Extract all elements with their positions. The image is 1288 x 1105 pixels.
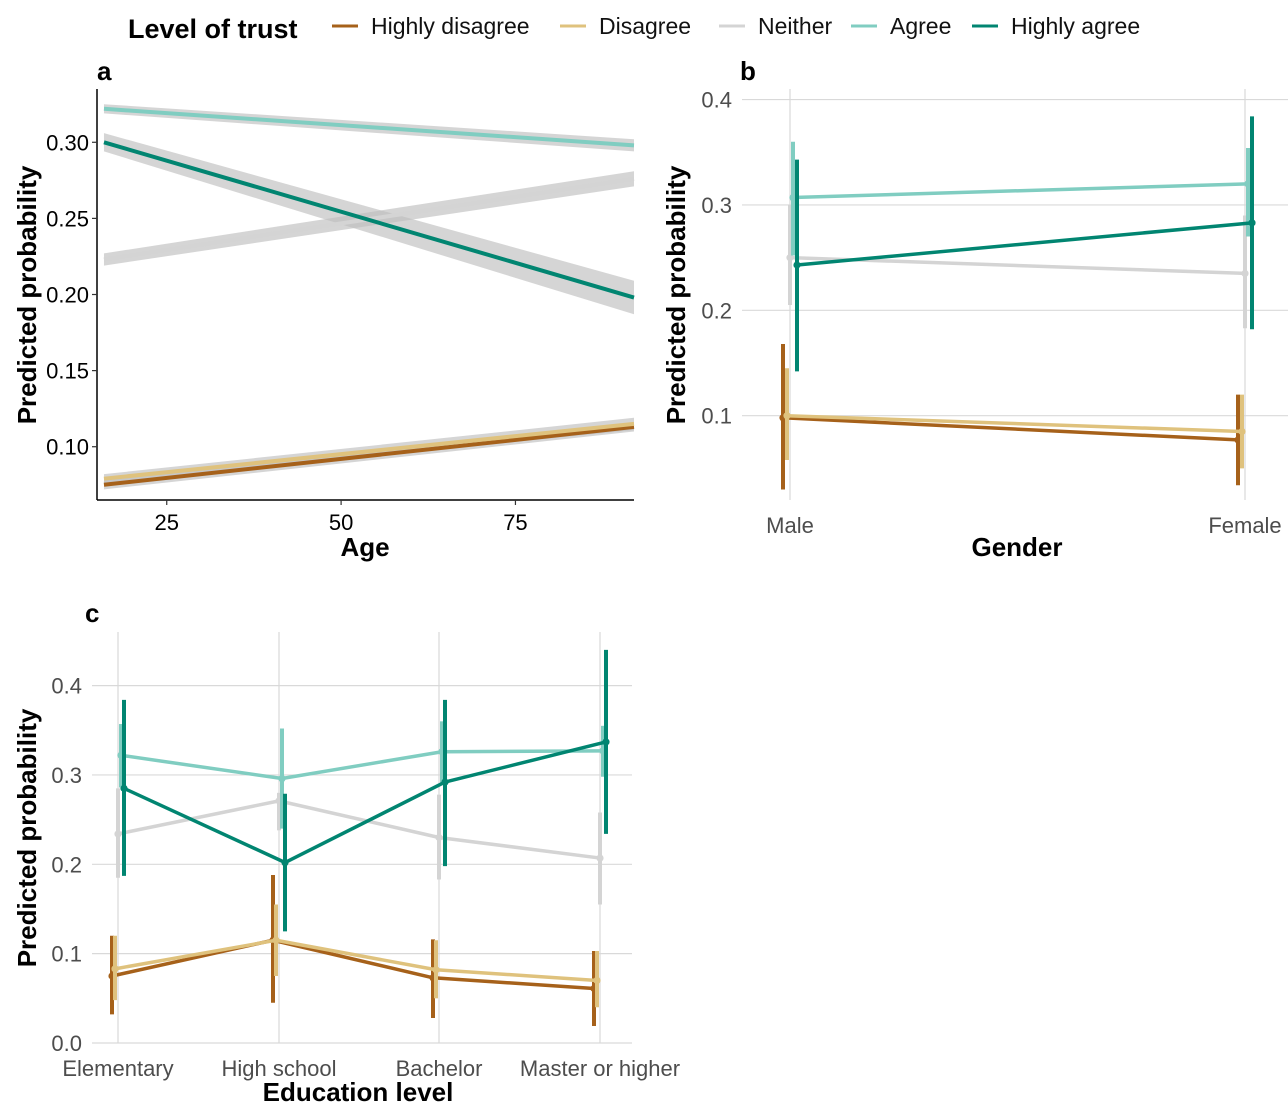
- legend-label-agree: Agree: [890, 13, 951, 39]
- panel-c-line-disagree: [114, 938, 598, 983]
- panel-a-line-disagree: [103, 421, 635, 481]
- panel-b-y-axis-title: Predicted probability: [661, 165, 691, 424]
- panel-b-x-tick-label: Male: [766, 513, 814, 538]
- panel-b-line-agree: [792, 182, 1249, 200]
- panel-b-gender: b 0.1 0.2 0.3 0.4 Male Female Predicted probab…: [661, 56, 1288, 562]
- panel-b-line-disagree: [786, 413, 1243, 434]
- panel-c-point-highly-agree: [281, 858, 289, 867]
- panel-c-point-neither: [596, 854, 604, 862]
- panel-c-point-disagree: [111, 965, 119, 973]
- panel-c-line-agree: [120, 749, 604, 781]
- panel-c-x-axis-title: Education level: [263, 1077, 454, 1105]
- panel-a-y-tick-label: 0.10: [46, 435, 89, 460]
- legend-label-neither: Neither: [758, 13, 832, 39]
- panel-c-point-agree: [278, 774, 286, 783]
- legend-label-highly-agree: Highly agree: [1011, 13, 1140, 39]
- panel-c-x-tick-label: Bachelor: [396, 1056, 483, 1081]
- panel-b-point-neither: [786, 254, 794, 262]
- panel-a-y-tick-label: 0.25: [46, 206, 89, 231]
- panel-b-x-tick-label: Female: [1208, 513, 1281, 538]
- panel-b-line-highly-agree: [796, 221, 1253, 267]
- panel-b-x-axis-title: Gender: [971, 532, 1062, 562]
- panel-c-letter: c: [85, 598, 99, 628]
- panel-c-y-tick-label: 0.1: [51, 942, 82, 967]
- panel-a-y-tick-label: 0.15: [46, 359, 89, 384]
- panel-c-x-tick-label: High school: [222, 1056, 337, 1081]
- panel-b-y-tick-label: 0.3: [701, 193, 732, 218]
- panel-c-line-highly-disagree: [111, 938, 595, 991]
- panel-c-point-disagree: [593, 976, 601, 985]
- panel-a-x-tick-label: 50: [329, 510, 353, 535]
- panel-b-point-agree: [1244, 180, 1252, 188]
- panel-c-y-axis-title: Predicted probability: [12, 708, 42, 967]
- panel-c-point-neither: [435, 833, 443, 842]
- panel-c-point-disagree: [272, 936, 280, 944]
- panel-b-point-disagree: [783, 412, 791, 420]
- panel-c-point-highly-agree: [602, 738, 610, 746]
- panel-b-line-highly-disagree: [782, 416, 1239, 442]
- panel-c-y-tick-label: 0.0: [51, 1031, 82, 1056]
- panel-a-x-tick-label: 75: [503, 510, 527, 535]
- panel-a-x-axis-title: Age: [340, 532, 389, 562]
- panel-b-letter: b: [740, 56, 756, 86]
- panel-c-point-neither: [114, 830, 122, 838]
- panel-b-point-neither: [1241, 269, 1249, 278]
- panel-c-point-highly-agree: [120, 784, 128, 792]
- panel-c-line-highly-agree: [123, 740, 607, 865]
- panel-a-y-tick-label: 0.30: [46, 130, 89, 155]
- panel-a-line-highly-agree: [103, 140, 635, 300]
- panel-a-letter: a: [97, 56, 112, 86]
- panel-b-y-tick-label: 0.4: [701, 88, 732, 113]
- legend-title: Level of trust: [128, 14, 298, 44]
- panel-b-point-highly-disagree: [1234, 436, 1242, 444]
- panel-b-y-tick-label: 0.2: [701, 298, 732, 323]
- panel-b-point-disagree: [1238, 427, 1246, 436]
- panel-a-age: a 0.10 0.15 0.20 0.25 0.30 25 50 75 Predicted pr…: [12, 56, 635, 562]
- panel-a-line-highly-disagree: [103, 424, 635, 487]
- panel-a-y-axis-title: Predicted probability: [12, 165, 42, 424]
- panel-a-y-tick-label: 0.20: [46, 283, 89, 308]
- legend-label-highly-disagree: Highly disagree: [371, 13, 530, 39]
- panel-c-point-disagree: [432, 966, 440, 974]
- panel-c-education: c 0.0 0.1 0.2 0.3 0.4 Elementary High school Ba…: [12, 598, 680, 1105]
- panel-c-y-tick-label: 0.4: [51, 674, 82, 699]
- panel-b-point-agree: [789, 193, 797, 202]
- panel-b-y-tick-label: 0.1: [701, 404, 732, 429]
- legend-label-disagree: Disagree: [599, 13, 691, 39]
- panel-a-x-tick-label: 25: [154, 510, 178, 535]
- panel-c-x-tick-label: Elementary: [62, 1056, 173, 1081]
- panel-c-y-tick-label: 0.3: [51, 763, 82, 788]
- panel-a-line-agree: [103, 106, 635, 148]
- panel-c-x-tick-label: Master or higher: [520, 1056, 680, 1081]
- panel-a-ci-band-highly-agree: [103, 133, 635, 315]
- panel-c-y-tick-label: 0.2: [51, 852, 82, 877]
- panel-c-point-highly-agree: [441, 778, 449, 786]
- panel-b-point-highly-agree: [793, 261, 801, 269]
- panel-b-point-highly-agree: [1248, 219, 1256, 227]
- panel-c-line-neither: [117, 799, 601, 860]
- legend: Level of trust Highly disagree Disagree Ne…: [128, 13, 1140, 44]
